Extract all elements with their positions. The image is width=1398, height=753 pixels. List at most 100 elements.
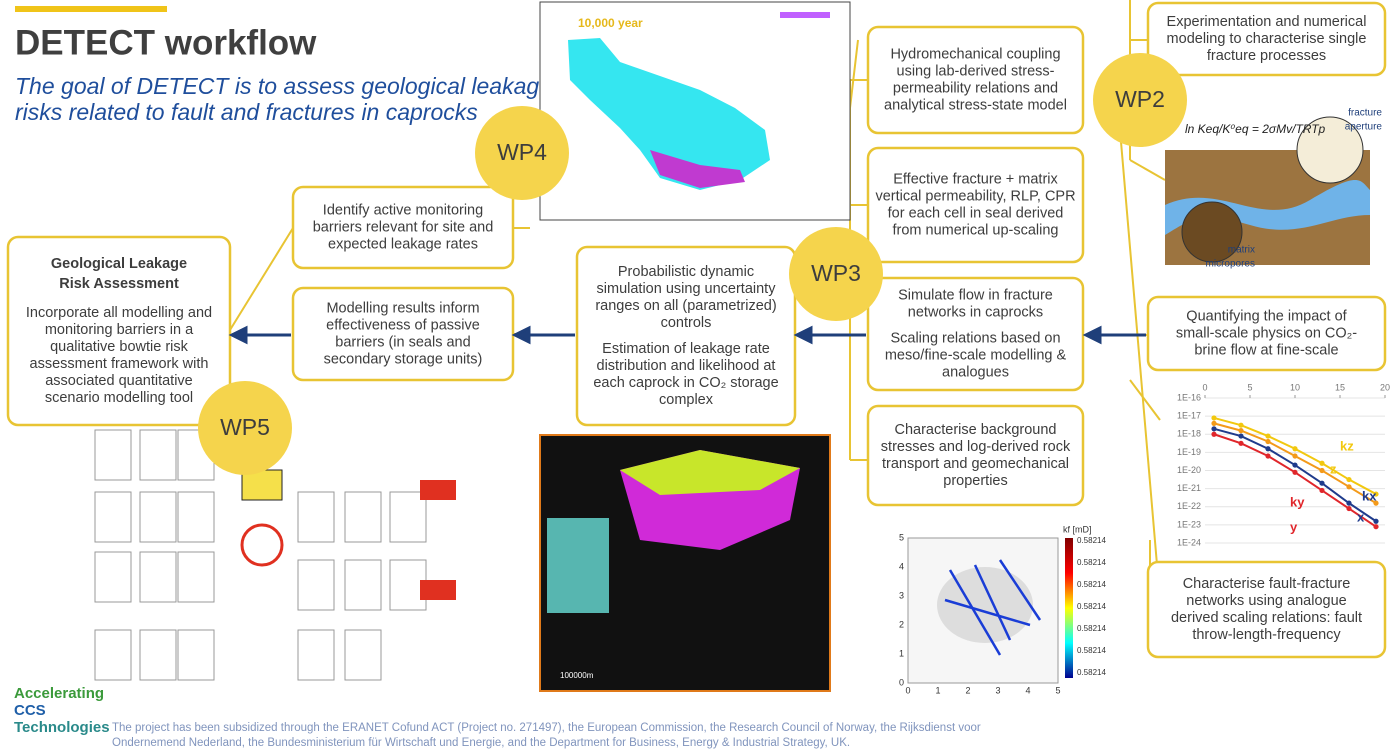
box-text: Characterise background bbox=[894, 422, 1056, 438]
box-text: Simulate flow in fracture bbox=[898, 287, 1053, 303]
colorbar-tick: 0.58214 bbox=[1077, 668, 1106, 677]
box-text: associated quantitative bbox=[45, 373, 193, 389]
y-tick-label: 1E-17 bbox=[1177, 411, 1201, 421]
box-text: Experimentation and numerical bbox=[1167, 14, 1367, 30]
box-text: brine flow at fine-scale bbox=[1194, 342, 1338, 358]
box-text: meso/fine-scale modelling & bbox=[885, 347, 1067, 363]
y-tick-label: 1E-16 bbox=[1177, 392, 1201, 402]
bowtie-box bbox=[140, 552, 176, 602]
box-text: for each cell in seal derived bbox=[888, 205, 1064, 221]
series-point bbox=[1373, 519, 1378, 524]
3d-scale: 100000m bbox=[560, 671, 594, 680]
colorbar-title: kf [mD] bbox=[1063, 524, 1092, 534]
colorbar-tick: 0.58214 bbox=[1077, 536, 1106, 545]
x-tick-label: 5 bbox=[1247, 382, 1252, 392]
curve-label: y bbox=[1290, 519, 1298, 534]
wp-label: WP4 bbox=[497, 139, 547, 165]
wp-label: WP3 bbox=[811, 260, 861, 286]
box-text: analogues bbox=[942, 364, 1009, 380]
series-point bbox=[1346, 484, 1351, 489]
x-tick-label: 0 bbox=[905, 685, 910, 695]
box-text: throw-length-frequency bbox=[1192, 627, 1341, 643]
bowtie-box bbox=[345, 630, 381, 680]
series-point bbox=[1292, 453, 1297, 458]
box-text: barriers relevant for site and bbox=[313, 219, 494, 235]
box-text: networks using analogue bbox=[1186, 593, 1346, 609]
series-point bbox=[1211, 421, 1216, 426]
y-tick-label: 1E-23 bbox=[1177, 519, 1201, 529]
y-tick-label: 1E-20 bbox=[1177, 465, 1201, 475]
x-tick-label: 0 bbox=[1202, 382, 1207, 392]
box-text: from numerical up-scaling bbox=[892, 222, 1058, 238]
logo-text: Accelerating bbox=[14, 685, 104, 702]
box-text: Incorporate all modelling and bbox=[26, 305, 212, 321]
footer-text: Ondernemend Nederland, the Bundesministe… bbox=[112, 737, 850, 749]
y-tick-label: 1E-24 bbox=[1177, 537, 1201, 547]
bowtie-consequence bbox=[420, 480, 456, 500]
subtitle: risks related to fault and fractures in … bbox=[15, 99, 478, 125]
x-tick-label: 5 bbox=[1055, 685, 1060, 695]
series-point bbox=[1265, 453, 1270, 458]
subtitle: The goal of DETECT is to assess geologic… bbox=[15, 73, 552, 99]
y-tick-label: 5 bbox=[899, 532, 904, 542]
bowtie-box bbox=[298, 492, 334, 542]
bowtie-event bbox=[242, 525, 282, 565]
series-point bbox=[1238, 428, 1243, 433]
x-tick-label: 4 bbox=[1025, 685, 1030, 695]
fracture-label: matrix bbox=[1228, 245, 1255, 256]
fracture-label: aperture bbox=[1345, 122, 1383, 133]
series-point bbox=[1265, 433, 1270, 438]
wp-label: WP2 bbox=[1115, 86, 1165, 112]
curve-label: kz bbox=[1340, 438, 1354, 453]
box-text: each caprock in CO₂ storage bbox=[593, 375, 778, 391]
y-tick-label: 4 bbox=[899, 561, 904, 571]
box-text: analytical stress-state model bbox=[884, 97, 1067, 113]
bowtie-consequence bbox=[420, 580, 456, 600]
box-text: Quantifying the impact of bbox=[1186, 308, 1347, 324]
box-text: complex bbox=[659, 392, 714, 408]
x-tick-label: 1 bbox=[935, 685, 940, 695]
box-text: distribution and likelihood at bbox=[597, 358, 776, 374]
y-tick-label: 1E-19 bbox=[1177, 447, 1201, 457]
box-text: permeability relations and bbox=[893, 80, 1058, 96]
title-bar bbox=[15, 6, 167, 12]
y-tick-label: 2 bbox=[899, 619, 904, 629]
box-text: Identify active monitoring bbox=[323, 202, 483, 218]
box-text: derived scaling relations: fault bbox=[1171, 610, 1362, 626]
y-tick-label: 1E-22 bbox=[1177, 501, 1201, 511]
box-text: secondary storage units) bbox=[324, 351, 483, 367]
series-point bbox=[1211, 432, 1216, 437]
x-tick-label: 10 bbox=[1290, 382, 1300, 392]
fracture-label: fracture bbox=[1348, 108, 1382, 119]
box-text: effectiveness of passive bbox=[326, 317, 480, 333]
curve-label: kx bbox=[1362, 488, 1377, 503]
box-text: controls bbox=[661, 315, 712, 331]
box-text: Probabilistic dynamic bbox=[618, 264, 754, 280]
series-point bbox=[1319, 468, 1324, 473]
y-tick-label: 1 bbox=[899, 648, 904, 658]
y-tick-label: 1E-21 bbox=[1177, 483, 1201, 493]
curve-label: ky bbox=[1290, 494, 1305, 509]
box-text: networks in caprocks bbox=[908, 304, 1043, 320]
bowtie-box bbox=[298, 630, 334, 680]
y-tick-label: 1E-18 bbox=[1177, 429, 1201, 439]
series-point bbox=[1265, 446, 1270, 451]
series-point bbox=[1211, 415, 1216, 420]
y-tick-label: 0 bbox=[899, 677, 904, 687]
box-text: monitoring barriers in a bbox=[45, 322, 194, 338]
bowtie-box bbox=[298, 560, 334, 610]
colorbar bbox=[1065, 538, 1073, 678]
x-tick-label: 20 bbox=[1380, 382, 1390, 392]
box-text: barriers (in seals and bbox=[335, 334, 470, 350]
series-point bbox=[1292, 470, 1297, 475]
footer-text: The project has been subsidized through … bbox=[112, 722, 981, 734]
simulation-colorbar bbox=[780, 12, 830, 18]
bowtie-box bbox=[178, 492, 214, 542]
bowtie-box bbox=[95, 492, 131, 542]
y-tick-label: 3 bbox=[899, 590, 904, 600]
colorbar-tick: 0.58214 bbox=[1077, 646, 1106, 655]
series-point bbox=[1211, 426, 1216, 431]
x-tick-label: 2 bbox=[965, 685, 970, 695]
box-text: transport and geomechanical bbox=[882, 456, 1069, 472]
box-title: Geological Leakage bbox=[51, 256, 187, 272]
